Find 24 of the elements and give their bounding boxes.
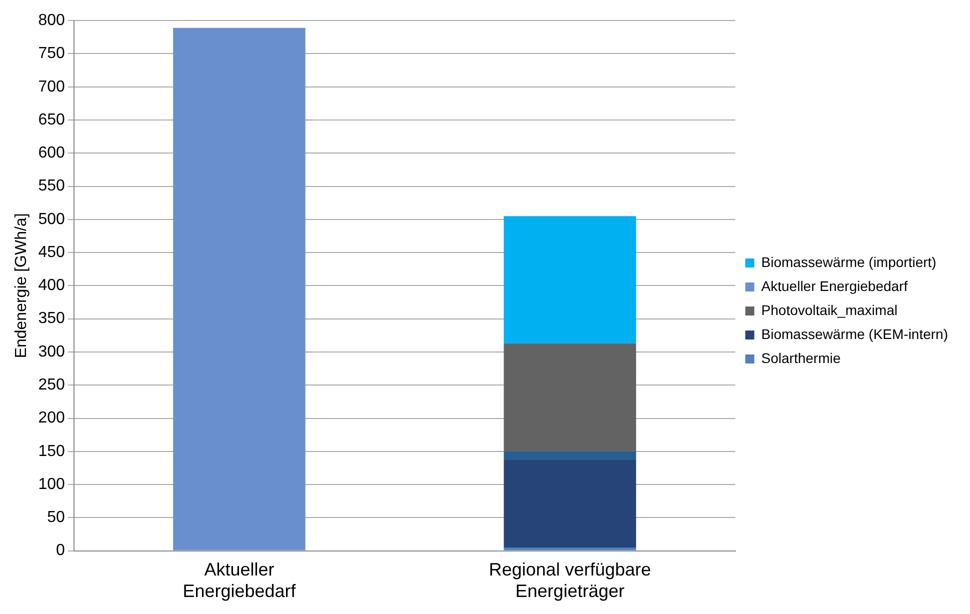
x-tick-label: Regional verfügbare Energieträger [488, 560, 651, 602]
y-tick-label: 450 [38, 244, 65, 261]
y-tick-label: 150 [38, 442, 65, 460]
y-tick-label: 0 [56, 542, 65, 560]
y-tick-label: 800 [38, 12, 65, 30]
legend-label: Biomassewärme (importiert) [761, 254, 936, 270]
y-tick-label: 650 [38, 111, 65, 128]
y-tick-label: 250 [38, 376, 65, 394]
y-tick-label: 600 [38, 144, 65, 162]
y-tick-label: 500 [38, 210, 65, 228]
legend-label: Biomassewärme (KEM-intern) [761, 326, 948, 342]
legend-label: Photovoltaik_maximal [761, 302, 898, 318]
y-tick-label: 350 [38, 310, 65, 328]
y-tick-label: 50 [47, 509, 65, 526]
legend-label: Aktueller Energiebedarf [761, 278, 908, 294]
y-tick-label: 300 [38, 343, 65, 360]
legend-label: Solarthermie [761, 350, 841, 366]
y-tick-label: 750 [38, 45, 65, 62]
y-tick-label: 100 [38, 476, 65, 493]
y-tick-label: 550 [38, 178, 65, 195]
y-tick-label: 400 [38, 277, 65, 294]
y-tick-label: 700 [38, 78, 65, 96]
y-axis-title: Endenergie [GWh/a] [13, 213, 30, 358]
y-tick-label: 200 [38, 410, 65, 427]
